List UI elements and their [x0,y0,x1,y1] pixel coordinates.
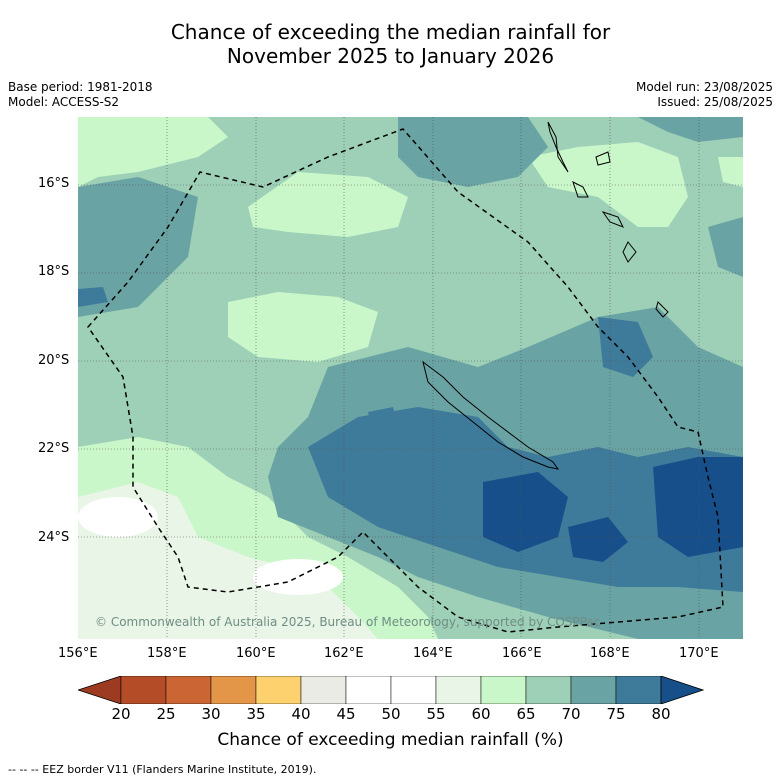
colorbar-label-60: 60 [471,705,491,723]
lon-tick-158e: 158°E [147,646,187,661]
region-75-80-spot [368,407,398,435]
colorbar-label-35: 35 [246,705,266,723]
colorbar-label-25: 25 [156,705,176,723]
title-line-1: Chance of exceeding the median rainfall … [170,20,611,44]
region-75-80-west [78,287,108,307]
chart-title: Chance of exceeding the median rainfall … [0,20,781,68]
colorbar-low-arrow [78,676,122,704]
region-45-50-a [78,497,158,537]
region-70-75-west [78,177,198,317]
colorbar-title: Chance of exceeding median rainfall (%) [217,730,564,750]
lon-tick-162e: 162°E [324,646,364,661]
colorbar-high-arrow [660,676,704,704]
model-run: Model run: 23/08/2025 [635,80,773,94]
colorbar-bin-20-25 [120,676,167,704]
colorbar-bin-75-80 [615,676,662,704]
eez-footnote: -- -- -- EEZ border V11 (Flanders Marine… [8,763,317,776]
colorbar-label-70: 70 [561,705,581,723]
colorbar-label-40: 40 [291,705,311,723]
colorbar-bin-40-45 [300,676,347,704]
colorbar-bin-35-40 [255,676,302,704]
lon-tick-160e: 160°E [236,646,276,661]
region-70-75-north [398,117,548,187]
region-80plus-c [653,457,743,557]
colorbar-bin-65-70 [525,676,572,704]
new-caledonia-island [422,360,560,470]
lon-tick-164e: 164°E [413,646,453,661]
rainfall-map: © Commonwealth of Australia 2025, Bureau… [78,117,743,639]
base-period: Base period: 1981-2018 [8,80,153,94]
colorbar-bin-50-55 [390,676,437,704]
meta-right: Model run: 23/08/2025 Issued: 25/08/2025 [636,80,773,110]
lon-tick-168e: 168°E [590,646,630,661]
lon-tick-166e: 166°E [502,646,542,661]
lat-tick-20s: 20°S [38,353,70,368]
graticule [78,117,743,639]
issued-date: Issued: 25/08/2025 [657,95,773,109]
region-60-65-north [248,172,408,237]
region-60-65-east [718,157,743,187]
lat-tick-22s: 22°S [38,441,70,456]
colorbar-bin-60-65 [480,676,527,704]
colorbar-label-55: 55 [426,705,446,723]
lat-tick-16s: 16°S [38,176,70,191]
region-70-75-ne [638,117,743,142]
map-copyright: © Commonwealth of Australia 2025, Bureau… [95,615,600,629]
region-60-65-mid [228,292,378,362]
lat-tick-18s: 18°S [38,264,70,279]
meta-left: Base period: 1981-2018 Model: ACCESS-S2 [8,80,153,110]
colorbar-label-30: 30 [201,705,221,723]
colorbar-bin-70-75 [570,676,617,704]
vanuatu-islands [547,121,669,318]
region-75-80-ne [598,317,653,377]
title-line-2: November 2025 to January 2026 [226,44,555,68]
model-name: Model: ACCESS-S2 [8,95,120,109]
region-45-50-b [253,559,343,595]
eez-border [87,128,724,633]
colorbar-label-80: 80 [651,705,671,723]
colorbar [78,676,704,704]
colorbar-label-75: 75 [606,705,626,723]
colorbar-label-50: 50 [381,705,401,723]
region-70-75-east [708,217,743,277]
region-60-65-ne [528,142,688,227]
colorbar-label-20: 20 [111,705,131,723]
colorbar-bin-55-60 [435,676,482,704]
region-80plus-b [568,517,628,562]
lon-tick-170e: 170°E [679,646,719,661]
region-80plus-a [483,472,568,552]
colorbar-bin-30-35 [210,676,257,704]
lon-tick-156e: 156°E [58,646,98,661]
colorbar-label-45: 45 [336,705,356,723]
region-60-65-west [78,117,228,187]
colorbar-bin-45-50 [345,676,392,704]
colorbar-label-65: 65 [516,705,536,723]
lat-tick-24s: 24°S [38,530,70,545]
colorbar-bin-25-30 [165,676,212,704]
